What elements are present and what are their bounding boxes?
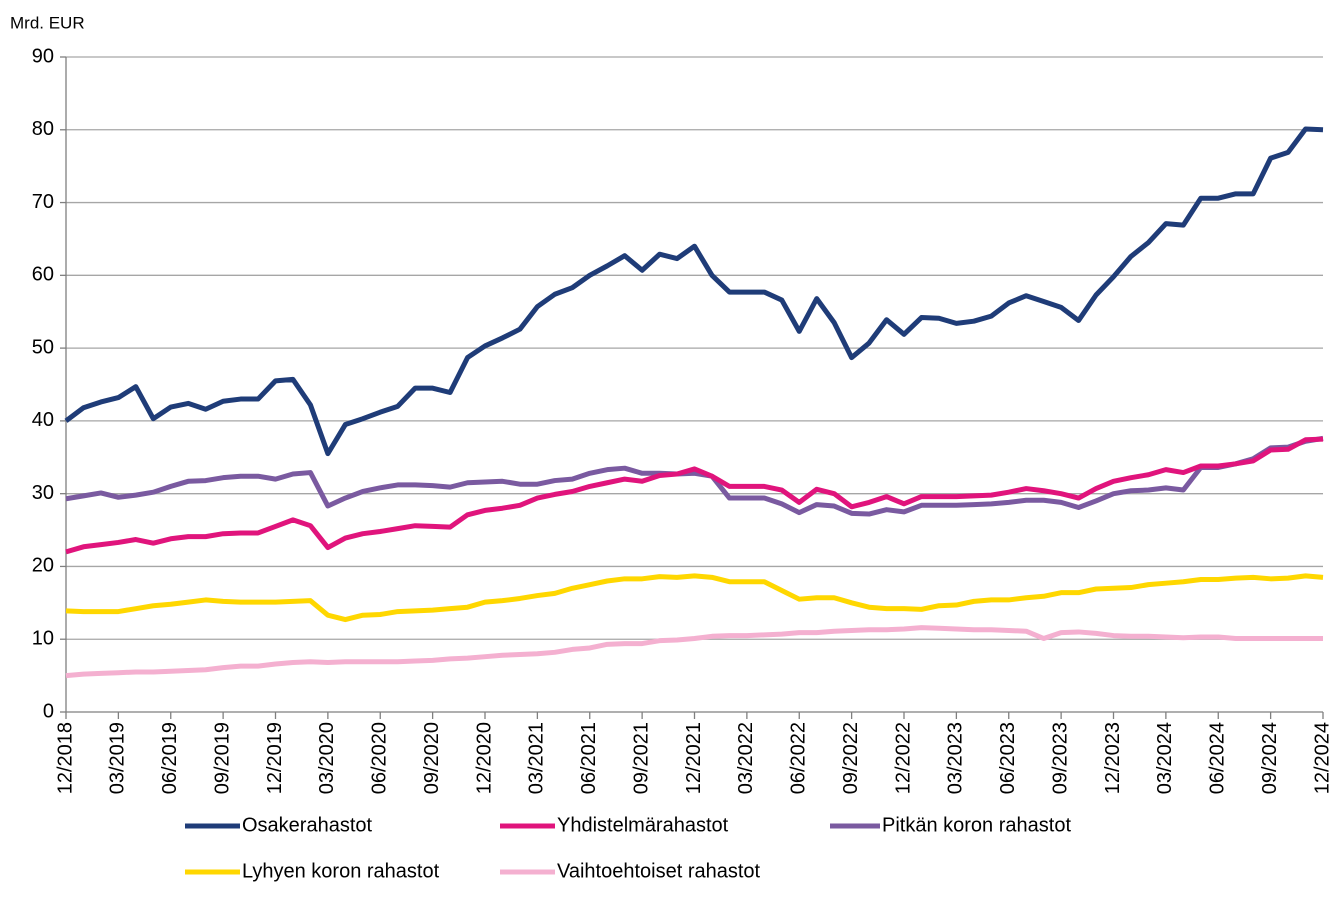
y-tick-label: 30 — [32, 482, 54, 504]
y-axis-label: Mrd. EUR — [10, 13, 85, 32]
x-tick-label: 12/2022 — [892, 722, 914, 794]
legend-label: Lyhyen koron rahastot — [242, 860, 440, 882]
x-tick-label: 06/2020 — [369, 722, 391, 794]
x-tick-label: 12/2019 — [264, 722, 286, 794]
x-tick-label: 03/2021 — [526, 722, 548, 794]
y-tick-label: 20 — [32, 555, 54, 577]
x-tick-label: 09/2023 — [1049, 722, 1071, 794]
series-line — [65, 573, 1324, 623]
x-tick-label: 03/2022 — [735, 722, 757, 794]
x-tick-label: 06/2019 — [159, 722, 181, 794]
x-tick-label: 06/2024 — [1207, 722, 1229, 794]
y-tick-label: 70 — [32, 191, 54, 213]
y-tick-label: 40 — [32, 409, 54, 431]
x-tick-label: 06/2022 — [788, 722, 810, 794]
x-tick-label: 09/2022 — [840, 722, 862, 794]
series-line — [65, 436, 1324, 555]
x-tick-label: 12/2021 — [683, 722, 705, 794]
y-tick-label: 10 — [32, 628, 54, 650]
y-tick-label: 80 — [32, 118, 54, 140]
x-tick-label: 12/2018 — [54, 722, 76, 794]
x-tick-label: 06/2023 — [997, 722, 1019, 794]
x-tick-label: 12/2020 — [473, 722, 495, 794]
series-line — [65, 435, 1324, 517]
legend-label: Vaihtoehtoiset rahastot — [557, 860, 761, 882]
x-tick-label: 06/2021 — [578, 722, 600, 794]
x-tick-label: 09/2020 — [421, 722, 443, 794]
y-tick-label: 0 — [43, 700, 54, 722]
series-line — [64, 126, 1324, 457]
x-tick-label: 12/2024 — [1311, 722, 1333, 794]
x-tick-label: 12/2023 — [1102, 722, 1124, 794]
x-tick-label: 03/2024 — [1154, 722, 1176, 794]
y-tick-label: 50 — [32, 336, 54, 358]
x-tick-label: 03/2019 — [107, 722, 129, 794]
x-tick-label: 03/2020 — [316, 722, 338, 794]
y-tick-label: 90 — [32, 45, 54, 67]
series-line — [65, 625, 1323, 679]
y-tick-label: 60 — [32, 264, 54, 286]
x-tick-label: 09/2024 — [1259, 722, 1281, 794]
x-tick-label: 03/2023 — [945, 722, 967, 794]
x-tick-label: 09/2019 — [211, 722, 233, 794]
legend-label: Pitkän koron rahastot — [882, 814, 1071, 836]
legend-label: Yhdistelmärahastot — [557, 814, 729, 836]
x-tick-label: 09/2021 — [630, 722, 652, 794]
legend-label: Osakerahastot — [242, 814, 373, 836]
